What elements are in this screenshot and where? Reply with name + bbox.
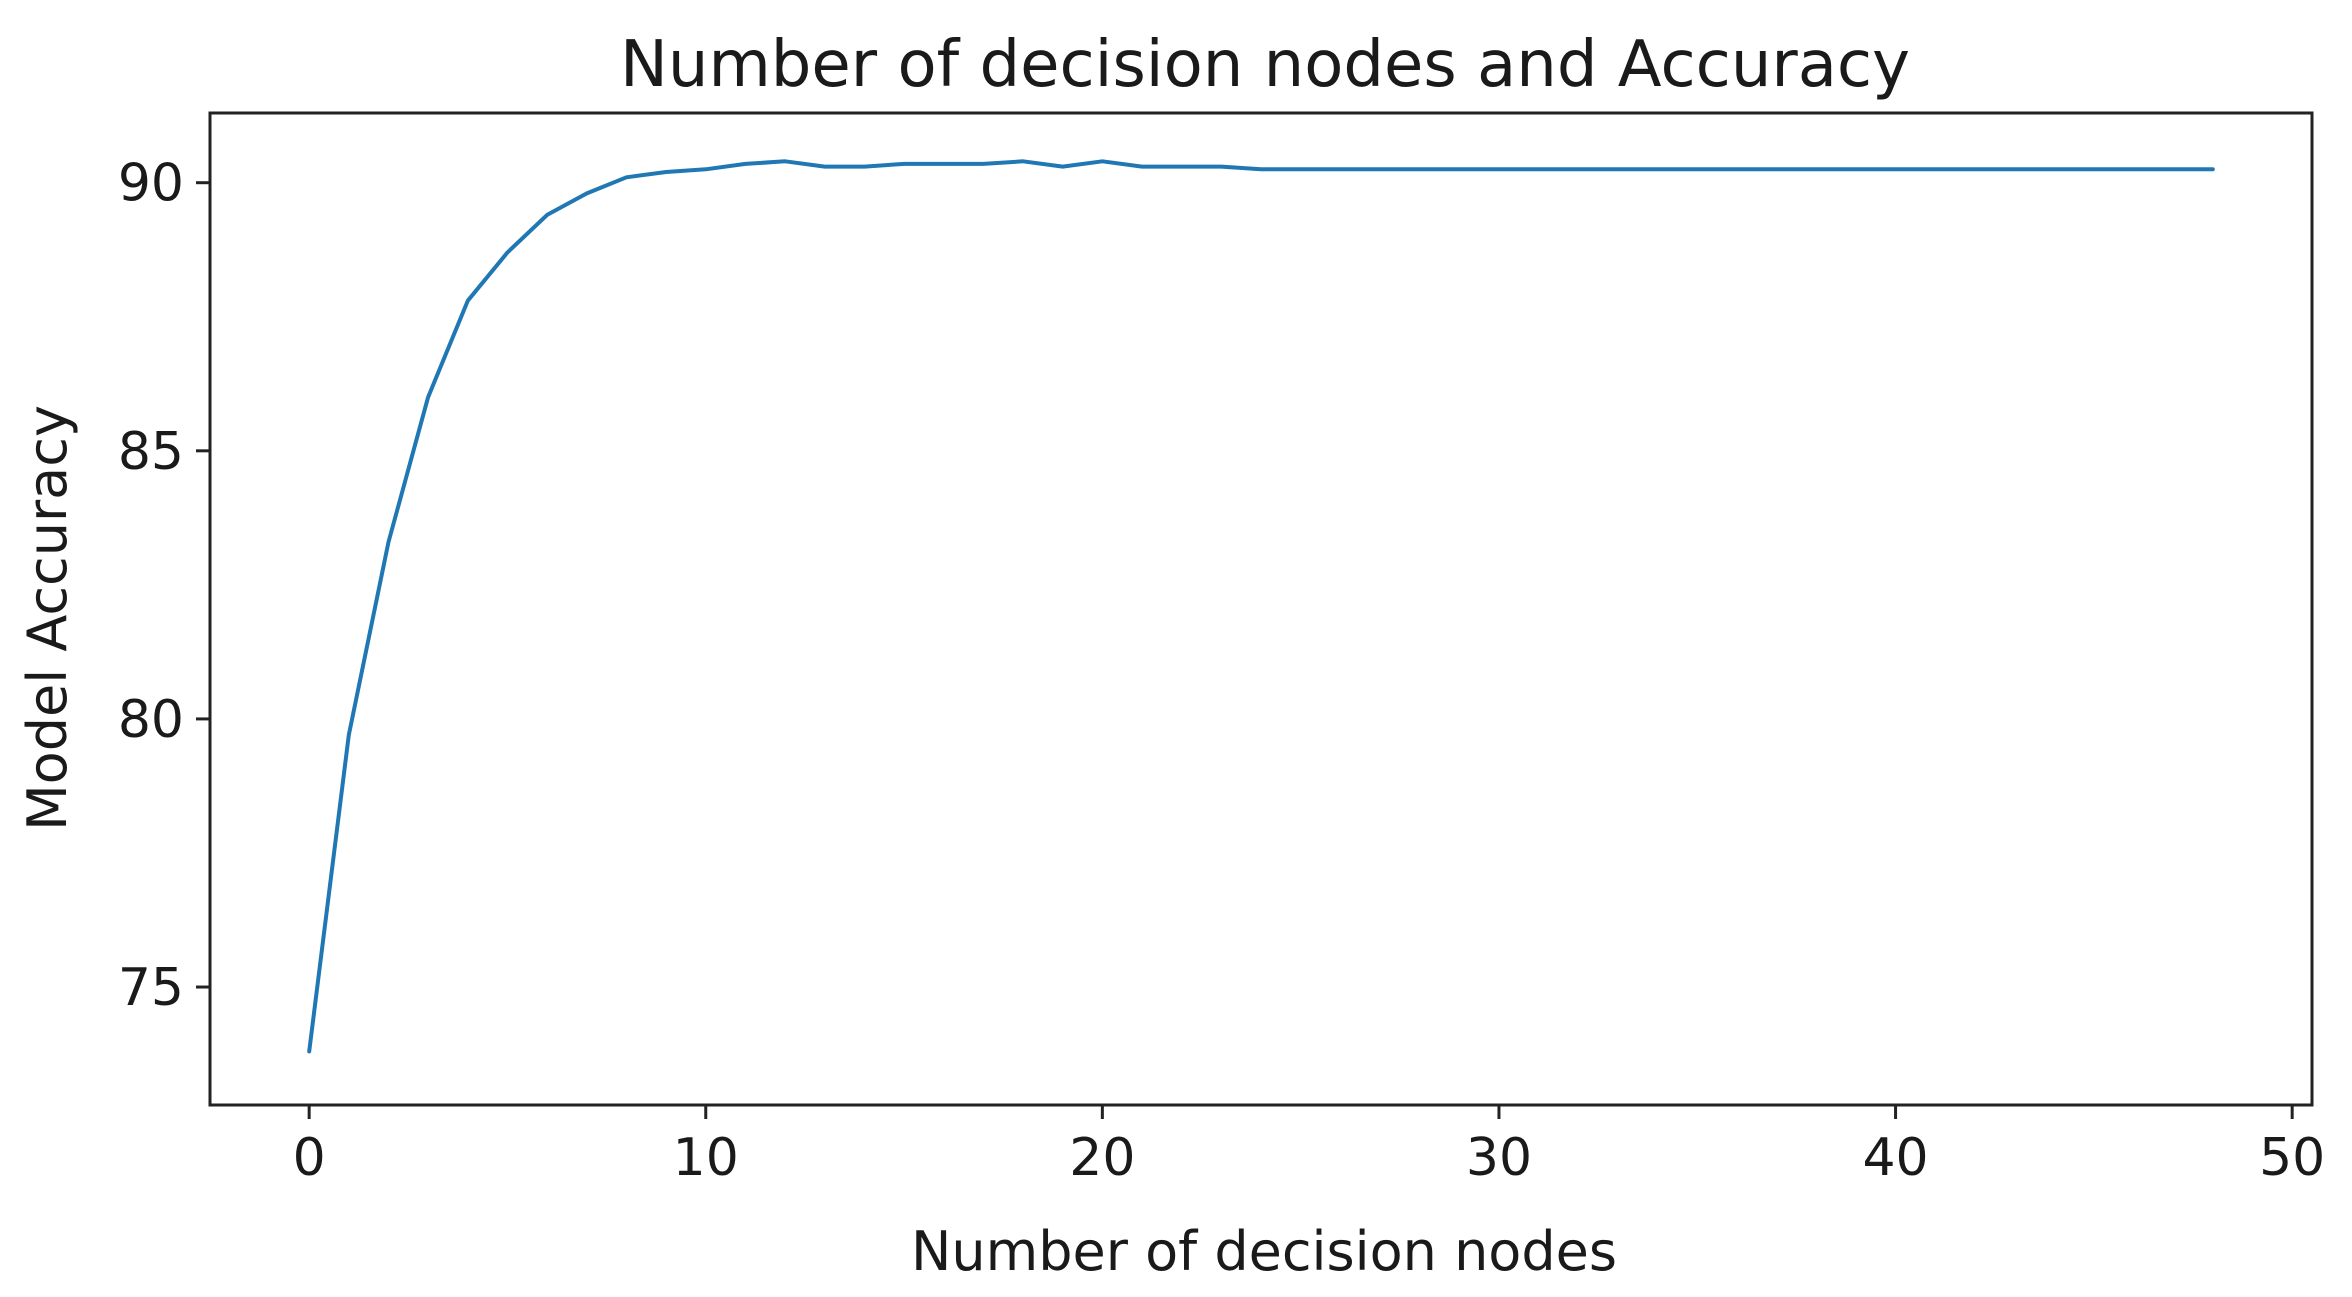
x-tick-label: 0 [293, 1128, 326, 1188]
x-tick-label: 10 [673, 1128, 739, 1188]
x-tick-label: 40 [1862, 1128, 1928, 1188]
plot-area-frame [208, 111, 2314, 1107]
x-tick-label: 20 [1069, 1128, 1135, 1188]
chart-title: Number of decision nodes and Accuracy [620, 28, 1910, 102]
y-tick-label: 85 [118, 422, 184, 482]
y-tick-label: 75 [118, 958, 184, 1018]
x-tick-label: 50 [2259, 1128, 2325, 1188]
x-tick-label: 30 [1466, 1128, 1532, 1188]
y-axis: 75 80 85 90 [118, 154, 210, 1018]
x-axis: 0 10 20 30 40 50 [293, 1105, 2325, 1188]
y-tick-label: 80 [118, 690, 184, 750]
accuracy-series-line [307, 159, 2215, 1054]
y-tick-label: 90 [118, 154, 184, 214]
y-axis-label: Model Accuracy [16, 405, 79, 831]
x-axis-label: Number of decision nodes [911, 1220, 1617, 1283]
